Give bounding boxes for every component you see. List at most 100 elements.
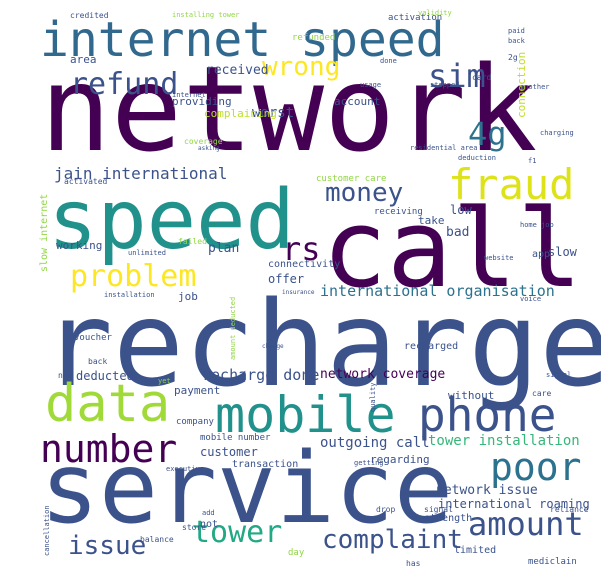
word-4g: 4g: [468, 115, 507, 153]
word-take: take: [418, 214, 445, 227]
word-internet: internet: [172, 91, 206, 99]
word-offer: offer: [268, 272, 305, 286]
word-asking: asking: [198, 145, 220, 152]
word-residential-area: residential area: [410, 144, 478, 152]
word-care: care: [532, 389, 552, 398]
word-mobile-number: mobile number: [200, 433, 271, 443]
word-cancellation: cancellation: [43, 505, 51, 556]
word-store: store: [182, 523, 207, 532]
word-signal-2: signal: [424, 505, 453, 514]
word-transaction: transaction: [232, 459, 299, 470]
word-coverage: coverage: [184, 137, 223, 146]
word-getting: getting: [354, 459, 384, 467]
word-area: area: [70, 53, 97, 66]
word-regarding: regarding: [370, 453, 430, 466]
word-account: account: [334, 95, 381, 108]
word-without: without: [448, 389, 495, 402]
word-received: received: [206, 63, 269, 78]
word-strength: strength: [424, 513, 473, 524]
word-receiving: receiving: [374, 207, 423, 217]
word-executive: executive: [166, 465, 204, 473]
word-customer: customer: [200, 445, 258, 459]
word-not: not: [200, 519, 219, 530]
word-card: card: [472, 73, 492, 82]
word-charge: charge: [262, 343, 284, 350]
word-issue: issue: [68, 531, 147, 561]
word-day: day: [288, 548, 305, 558]
word-recharge: recharge: [42, 275, 601, 413]
word-internet-speed: internet speed: [40, 12, 445, 68]
word-international-organisation: international organisation: [320, 282, 555, 300]
word-problem: problem: [70, 259, 197, 294]
word-2g: 2g: [508, 53, 518, 62]
word-complaint: complaint: [322, 525, 463, 555]
word-rs: rs: [282, 230, 321, 268]
word-call: call: [322, 187, 583, 312]
word-connectivity: connectivity: [268, 259, 341, 270]
word-refunded: refunded: [292, 33, 336, 43]
word-has: has: [406, 559, 421, 568]
word-usage: usage: [360, 81, 382, 89]
word-failed: failed: [178, 237, 207, 246]
word-deducted: deducted: [76, 369, 134, 383]
word-add: add: [202, 509, 215, 517]
word-mediclain: mediclain: [528, 557, 577, 567]
word-tower: tower: [192, 515, 283, 550]
word-activated: activated: [64, 177, 108, 186]
word-recharge-done: recharge done: [202, 366, 320, 384]
word-providing: providing: [172, 95, 232, 108]
word-voucher: voucher: [74, 333, 112, 343]
word-f1: f1: [528, 157, 537, 165]
word-number: number: [40, 427, 178, 471]
word-network-issue: network issue: [436, 483, 538, 498]
word-yet: yet: [158, 377, 171, 385]
word-outgoing-call: outgoing call: [320, 435, 430, 451]
word-activation: activation: [388, 13, 443, 23]
word-home-job: home job: [520, 221, 554, 229]
word-plan: plan: [208, 241, 240, 256]
word-website: website: [484, 254, 514, 262]
word-working: working: [56, 239, 103, 252]
word-signal: signal: [546, 371, 572, 379]
word-low: low: [450, 203, 472, 217]
word-balance: balance: [140, 535, 174, 544]
word-recharged: recharged: [404, 341, 459, 352]
word-phone: phone: [418, 388, 557, 442]
word-quality: quality: [369, 382, 377, 412]
word-deduction: deduction: [458, 154, 496, 162]
word-tower-installation: tower installation: [428, 433, 580, 449]
word-network: network: [40, 40, 538, 178]
word-another: another: [520, 83, 550, 91]
word-mobile: mobile: [215, 386, 396, 444]
word-unlimited: unlimited: [128, 249, 166, 257]
word-company: company: [176, 417, 214, 427]
word-drop: drop: [376, 505, 396, 514]
word-jain-international: jain international: [54, 164, 228, 183]
word-stopped: stopped: [430, 81, 460, 89]
word-back: back: [508, 37, 525, 45]
word-done: done: [380, 57, 397, 65]
word-slow-internet: slow internet: [39, 193, 50, 272]
word-amount: amount: [468, 505, 584, 543]
word-non: non: [58, 371, 73, 380]
word-worst: worst: [252, 105, 295, 121]
word-job: job: [178, 290, 198, 303]
word-customer-care: customer care: [316, 174, 387, 184]
word-speed: speed: [48, 173, 295, 268]
word-reliance: reliance: [550, 505, 589, 514]
word-back-2: back: [88, 357, 108, 366]
word-charging: charging: [540, 129, 574, 137]
word-voice: voice: [520, 295, 542, 303]
word-slow: slow: [548, 245, 577, 259]
word-amount-deducted: amount deducted: [229, 296, 237, 360]
word-money: money: [325, 178, 404, 208]
word-network-coverage: network coverage: [320, 367, 446, 382]
word-wrong: wrong: [262, 52, 341, 82]
word-insurance: insurance: [282, 289, 315, 296]
word-validity: validity: [418, 9, 452, 17]
word-service: service: [40, 432, 454, 546]
word-data: data: [45, 374, 171, 434]
word-payment: payment: [174, 384, 221, 397]
word-poor: poor: [490, 445, 582, 489]
